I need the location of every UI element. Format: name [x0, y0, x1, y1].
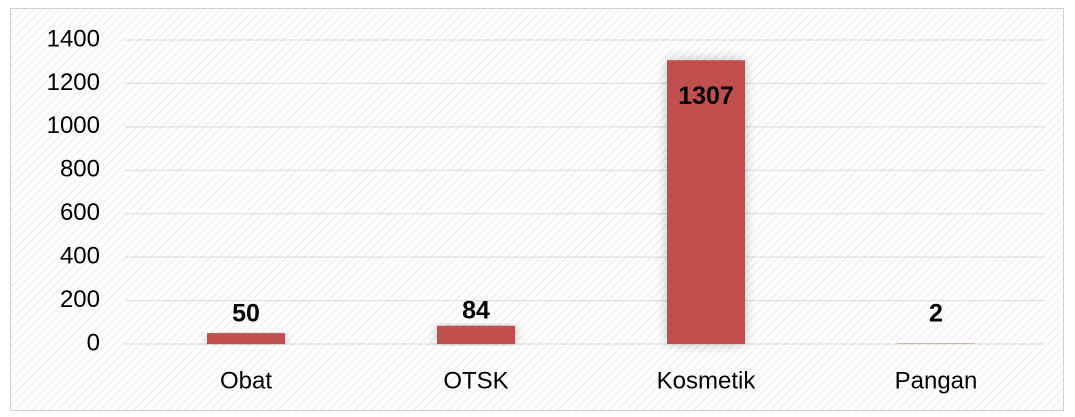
bar — [437, 325, 515, 344]
x-tick-label: Pangan — [895, 367, 978, 394]
value-label: 2 — [929, 300, 943, 328]
x-tick-label: OTSK — [443, 367, 508, 394]
y-tick-label: 800 — [60, 156, 100, 183]
value-label: 84 — [462, 296, 490, 324]
y-tick-label: 1400 — [47, 25, 100, 52]
y-tick-label: 1000 — [47, 112, 100, 139]
value-label: 50 — [232, 300, 260, 328]
y-tick-label: 600 — [60, 199, 100, 226]
chart-frame — [10, 8, 1064, 411]
y-tick-label: 200 — [60, 286, 100, 313]
y-tick-label: 400 — [60, 242, 100, 269]
bar — [667, 60, 745, 345]
value-label: 1307 — [678, 82, 734, 110]
x-tick-label: Kosmetik — [657, 367, 757, 394]
y-tick-label: 1200 — [47, 69, 100, 96]
x-tick-label: Obat — [220, 367, 272, 394]
y-tick-label: 0 — [87, 329, 100, 356]
bar — [207, 333, 285, 344]
